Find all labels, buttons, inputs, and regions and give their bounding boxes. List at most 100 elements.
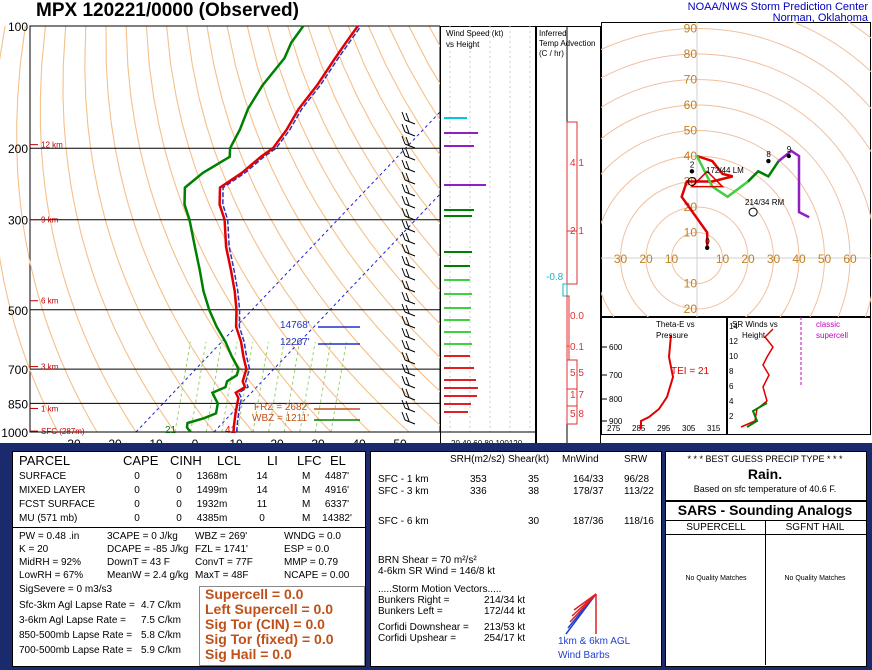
parcel-divider [13, 527, 365, 528]
hodo-y-label: 70 [684, 73, 698, 87]
storm-motion-title: .....Storm Motion Vectors..... [378, 584, 502, 595]
parcel-cell: 0 [134, 513, 140, 524]
hodo-x-label: 20 [741, 252, 755, 266]
barb-label-2: Wind Barbs [558, 650, 610, 661]
parcel-cell: 1499m [196, 485, 228, 496]
wind-barb-staff [404, 395, 416, 401]
sr-wind-46: 4-6km SR Wind = 146/8 kt [378, 566, 495, 577]
dry-adiabat [226, 25, 440, 392]
parcel-cell: M [302, 485, 311, 496]
tadv-value: 0.1 [570, 342, 584, 353]
wind-barb-flag [401, 387, 406, 397]
wind-barb-staff [404, 143, 416, 149]
parcel-cell: 14 [256, 471, 268, 482]
kin-header: MnWind [562, 454, 599, 465]
theta-e-line [640, 334, 675, 429]
lapse-label: 850-500mb Lapse Rate = [19, 630, 133, 641]
index-cell: WBZ = 269' [195, 531, 248, 542]
sars-col-supercell: SUPERCELL [686, 522, 746, 533]
wind-barb-staff [404, 371, 416, 377]
agl-wind-barbs [565, 593, 597, 635]
temp-advection-panel: 4.1 2.1 -0.8 0.0 0.1 5.5 1.7 5.8 [536, 26, 601, 452]
dry-adiabat [287, 25, 440, 292]
wind-barb-flag [401, 303, 406, 313]
kin-cell: 38 [528, 486, 540, 497]
motion-value: 214/34 kt [484, 595, 526, 606]
kin-cell: SFC - 3 km [378, 486, 429, 497]
hodo-x-label: 70 [869, 252, 871, 266]
precip-value: Rain. [747, 466, 783, 482]
tadv-box [566, 405, 578, 425]
wind-barb-staff [404, 383, 416, 389]
wind-barb-flag [405, 160, 410, 170]
composite-index: Left Supercell = 0.0 [205, 601, 333, 617]
hodo-lm-marker [687, 177, 697, 186]
kin-header: SRH(m2/s2) [450, 454, 506, 465]
wind-barb-flag [401, 135, 406, 145]
theta-x-label: 305 [682, 424, 696, 433]
tadv-box [566, 230, 578, 285]
sfc-dew-label: 21 [165, 425, 177, 436]
composite-box [199, 586, 365, 666]
parcel-cell: M [302, 471, 311, 482]
agl-barb [573, 593, 597, 611]
srw-title-1: SR Winds vs [732, 320, 778, 329]
wind-barb-flag [405, 196, 410, 206]
wind-barb-staff [404, 335, 416, 341]
hodo-point [705, 245, 710, 250]
sr-winds-panel: 14 12 10 8 6 4 2 [727, 317, 871, 435]
wind-barb-flag [405, 256, 410, 266]
height-label: 3 km [41, 363, 59, 372]
wind-barb-flag [405, 328, 410, 338]
hodo-point-label: 0 [705, 237, 710, 246]
index-cell: DownT = 43 F [107, 557, 170, 568]
srw-h-label: 14 [729, 322, 738, 331]
wind-barb-flag [405, 232, 410, 242]
wind-barb-flag [405, 340, 410, 350]
dry-adiabat [327, 25, 440, 225]
parcel-cell: 0 [176, 499, 182, 510]
wind-barb-flag [405, 292, 410, 302]
pressure-label: 700 [8, 363, 28, 377]
wind-barb-flag [401, 375, 406, 385]
kin-cell: SFC - 1 km [378, 474, 429, 485]
srw-red-line [740, 328, 774, 428]
pressure-label: 500 [8, 304, 28, 318]
hodo-x-label: 50 [818, 252, 832, 266]
dry-adiabat [347, 25, 440, 191]
wind-barb-flag [401, 255, 406, 265]
wind-barb-staff [404, 119, 416, 125]
parcel-cell: 11 [256, 499, 268, 510]
wind-barb-flag [401, 351, 406, 361]
skewt-diagram: 1002003005007008501000-30-20-10010203040… [0, 22, 440, 451]
pressure-label: 100 [8, 22, 28, 34]
wind-barb-flag [405, 388, 410, 398]
hodo-x-label: 10 [716, 252, 730, 266]
parcel-header: LFC [297, 453, 322, 468]
lapse-label: 3-6km Agl Lapse Rate = [19, 615, 127, 626]
hodo-y-label-neg: 10 [684, 277, 698, 291]
wind-barb-flag [405, 280, 410, 290]
wind-barb-staff [404, 227, 416, 233]
sars-divider-mid [765, 520, 766, 665]
wind-barb-flag [405, 400, 410, 410]
wind-barb-staff [404, 347, 416, 353]
wind-barb-staff [404, 203, 416, 209]
wind-barb-flag [405, 316, 410, 326]
height-label: 6 km [41, 297, 59, 306]
wind-barb-flag [401, 411, 406, 421]
wind-barb-staff [404, 251, 416, 257]
parcel-cell: 0 [134, 499, 140, 510]
parcel-header: CINH [170, 453, 202, 468]
parcel-cell: M [302, 499, 311, 510]
parcel-cell: MIXED LAYER [19, 485, 86, 496]
dry-adiabat [266, 25, 440, 325]
index-cell: ConvT = 77F [195, 557, 253, 568]
wind-barb-staff [404, 419, 416, 425]
composite-index: Sig Tor (CIN) = 0.0 [205, 616, 325, 632]
wind-barb-flag [405, 376, 410, 386]
wind-barb-staff [404, 323, 416, 329]
hodo-x-label: 20 [639, 252, 653, 266]
wind-barb-staff [404, 359, 416, 365]
motion-value: 254/17 kt [484, 633, 526, 644]
